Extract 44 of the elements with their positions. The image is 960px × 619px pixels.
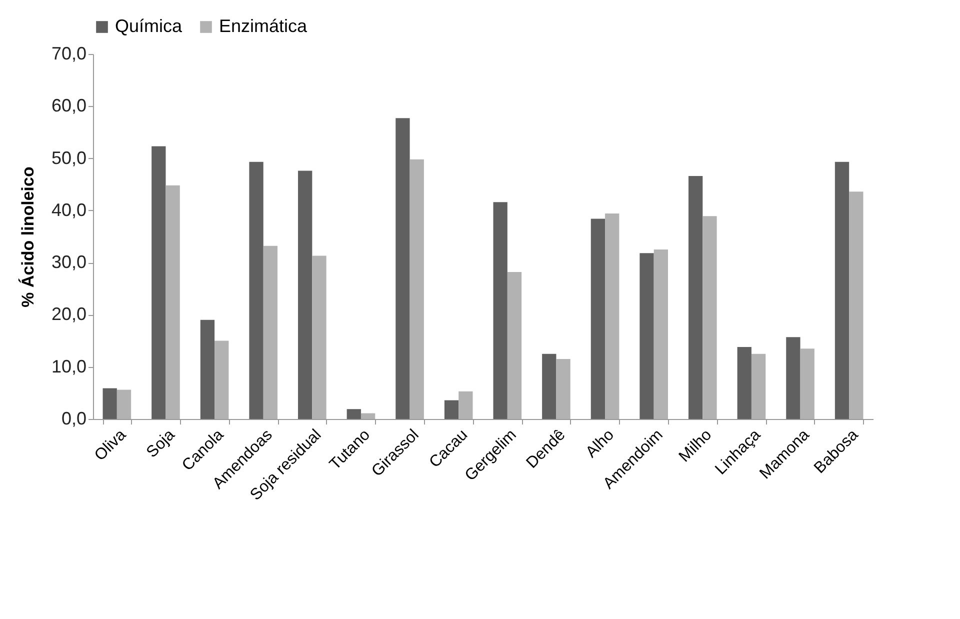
legend-label: Enzimática <box>219 16 308 36</box>
y-axis-title: % Ácido linoleico <box>17 166 38 308</box>
bar <box>116 390 132 419</box>
y-tick-label: 50,0 <box>51 148 86 168</box>
bar <box>493 202 508 419</box>
bar <box>200 320 215 419</box>
bar <box>214 340 229 419</box>
y-tick-label: 0,0 <box>61 408 86 428</box>
bar <box>444 400 459 419</box>
bar <box>507 272 522 419</box>
bar <box>751 354 766 419</box>
bar <box>360 413 376 419</box>
bar <box>166 185 180 419</box>
bar <box>346 409 361 419</box>
bar <box>800 348 814 419</box>
bar <box>102 388 117 419</box>
y-tick-label: 70,0 <box>51 44 86 64</box>
y-tick-label: 20,0 <box>51 304 86 324</box>
x-tick-label: Soja <box>144 426 178 462</box>
bar <box>849 192 864 419</box>
bar <box>458 391 473 419</box>
bar <box>396 118 410 419</box>
bar <box>654 250 668 419</box>
bar <box>542 354 556 419</box>
bar <box>556 359 570 419</box>
bar <box>410 159 424 419</box>
bar <box>312 256 326 419</box>
bar <box>640 253 654 419</box>
bar <box>786 337 800 419</box>
bar <box>737 347 752 419</box>
bar <box>263 246 278 419</box>
bar <box>298 170 312 419</box>
y-tick-label: 30,0 <box>51 252 86 272</box>
bar <box>590 218 606 419</box>
bar <box>834 162 850 419</box>
bar <box>688 176 703 419</box>
bar <box>702 216 717 419</box>
y-tick-label: 10,0 <box>51 356 86 376</box>
bar <box>152 146 166 419</box>
y-tick-label: 60,0 <box>51 96 86 116</box>
y-tick-label: 40,0 <box>51 200 86 220</box>
legend-label: Química <box>115 16 184 36</box>
bar <box>249 162 264 419</box>
bar <box>605 214 620 419</box>
